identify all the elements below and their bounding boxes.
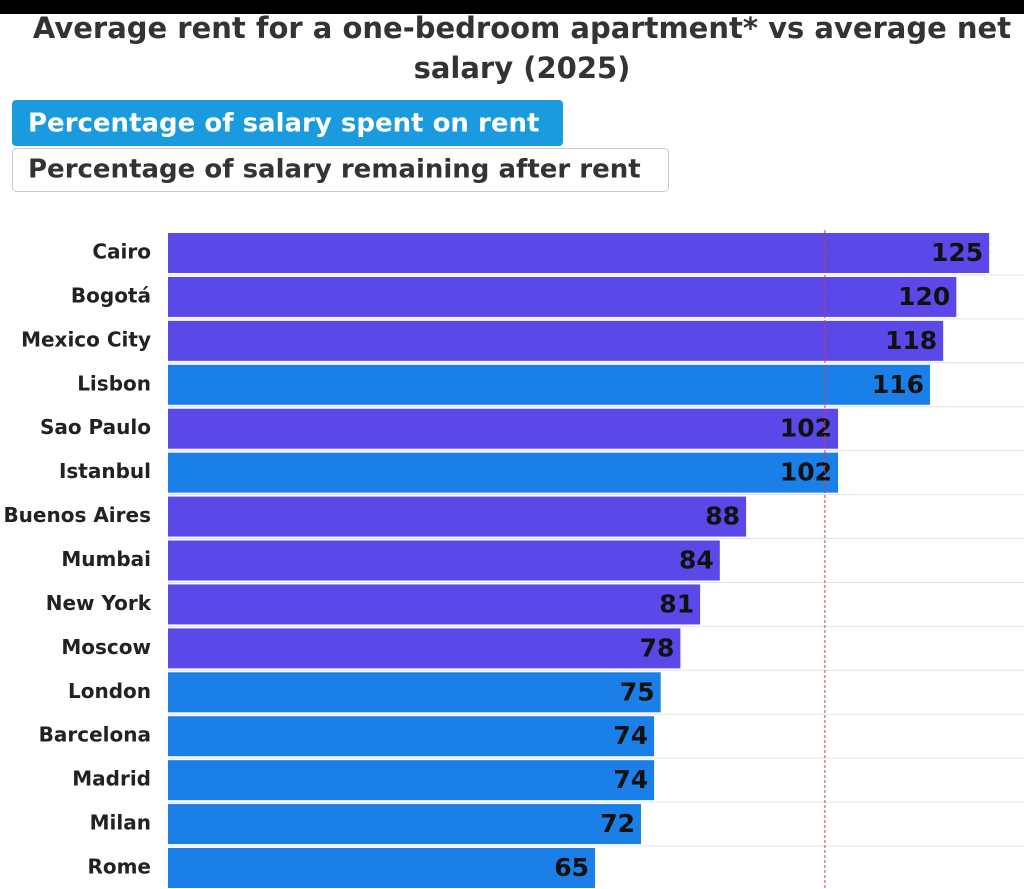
bar <box>168 496 747 537</box>
value-label: 74 <box>613 721 648 750</box>
y-tick-label: Moscow <box>61 635 151 659</box>
toggle-label[interactable]: Percentage of salary spent on rent <box>28 109 539 139</box>
y-tick-label: Mumbai <box>61 547 151 571</box>
y-tick-label: Bogotá <box>71 283 151 307</box>
value-label: 116 <box>872 370 924 399</box>
value-label: 118 <box>885 326 937 355</box>
y-tick-label: Madrid <box>72 767 151 791</box>
bar <box>168 848 595 889</box>
y-tick-label: Cairo <box>92 240 151 264</box>
value-label: 78 <box>640 633 675 662</box>
bar <box>168 364 931 405</box>
bar <box>168 760 655 801</box>
y-tick-label: Sao Paulo <box>40 415 151 439</box>
top-bar <box>0 0 1024 14</box>
toggle-button[interactable] <box>12 100 563 146</box>
bar <box>168 276 957 317</box>
y-tick-label: Istanbul <box>59 459 151 483</box>
bar <box>168 804 641 845</box>
value-label: 72 <box>600 809 635 838</box>
bar <box>168 452 839 493</box>
y-tick-label: New York <box>46 591 152 615</box>
bar <box>168 540 720 581</box>
y-tick-label: Milan <box>90 811 151 835</box>
bar <box>168 584 701 625</box>
bar <box>168 408 839 449</box>
value-label: 88 <box>705 502 740 531</box>
value-label: 102 <box>780 458 832 487</box>
chart-title: Average rent for a one-bedroom apartment… <box>33 11 1011 85</box>
value-label: 125 <box>931 238 983 267</box>
y-tick-label: London <box>68 679 151 703</box>
value-label: 75 <box>620 677 655 706</box>
bar <box>168 233 990 273</box>
value-label: 81 <box>659 589 694 618</box>
y-tick-label: Barcelona <box>39 723 151 747</box>
y-tick-label: Mexico City <box>21 327 151 351</box>
y-tick-label: Buenos Aires <box>3 503 151 527</box>
bar <box>168 672 661 713</box>
value-label: 120 <box>898 282 950 311</box>
bar <box>168 628 681 669</box>
y-tick-label: Lisbon <box>77 371 151 395</box>
value-label: 65 <box>554 853 589 882</box>
value-label: 102 <box>780 414 832 443</box>
bar <box>168 716 655 757</box>
y-tick-label: Rome <box>87 855 151 879</box>
value-label: 84 <box>679 546 714 575</box>
toggle-button[interactable] <box>12 148 669 192</box>
toggle-label[interactable]: Percentage of salary remaining after ren… <box>28 155 641 185</box>
value-label: 74 <box>613 765 648 794</box>
bar <box>168 320 944 361</box>
